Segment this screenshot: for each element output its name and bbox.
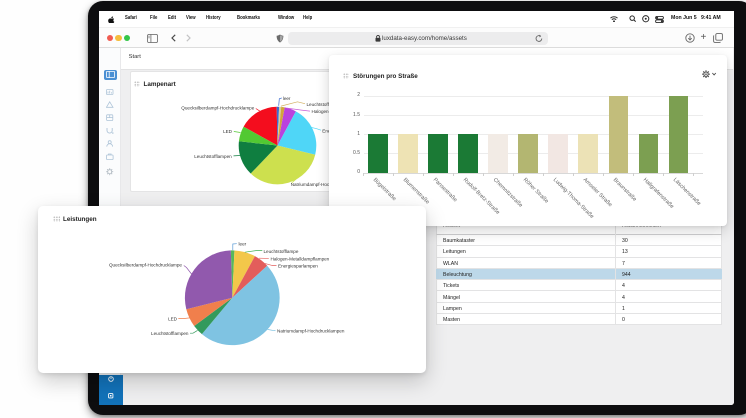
svg-text:Halogen-Metalldampflampen: Halogen-Metalldampflampen bbox=[271, 257, 330, 262]
svg-text:leer: leer bbox=[239, 242, 247, 247]
svg-text:Leuchtstofflampe: Leuchtstofflampe bbox=[264, 249, 299, 254]
svg-text:Natriumdampf-Hochdrucklampen: Natriumdampf-Hochdrucklampen bbox=[290, 182, 358, 187]
svg-text:Natriumdampf-Hochdrucklampen: Natriumdampf-Hochdrucklampen bbox=[277, 328, 345, 333]
svg-text:LED: LED bbox=[168, 317, 178, 322]
svg-text:leer: leer bbox=[282, 95, 290, 100]
svg-text:Leuchtstofflampen: Leuchtstofflampen bbox=[151, 331, 189, 336]
svg-text:Quecksilberdampf-Hochdrucklamp: Quecksilberdampf-Hochdrucklampe bbox=[109, 263, 182, 268]
svg-text:Leuchtstofflampen: Leuchtstofflampen bbox=[194, 154, 232, 159]
svg-text:LED: LED bbox=[223, 129, 233, 134]
svg-text:Energiesparlampen: Energiesparlampen bbox=[278, 263, 318, 268]
svg-text:Leuchtstofflampen: Leuchtstofflampen bbox=[306, 101, 344, 106]
svg-text:Quecksilberdampf-Hochdrucklamp: Quecksilberdampf-Hochdrucklampe bbox=[181, 105, 254, 110]
